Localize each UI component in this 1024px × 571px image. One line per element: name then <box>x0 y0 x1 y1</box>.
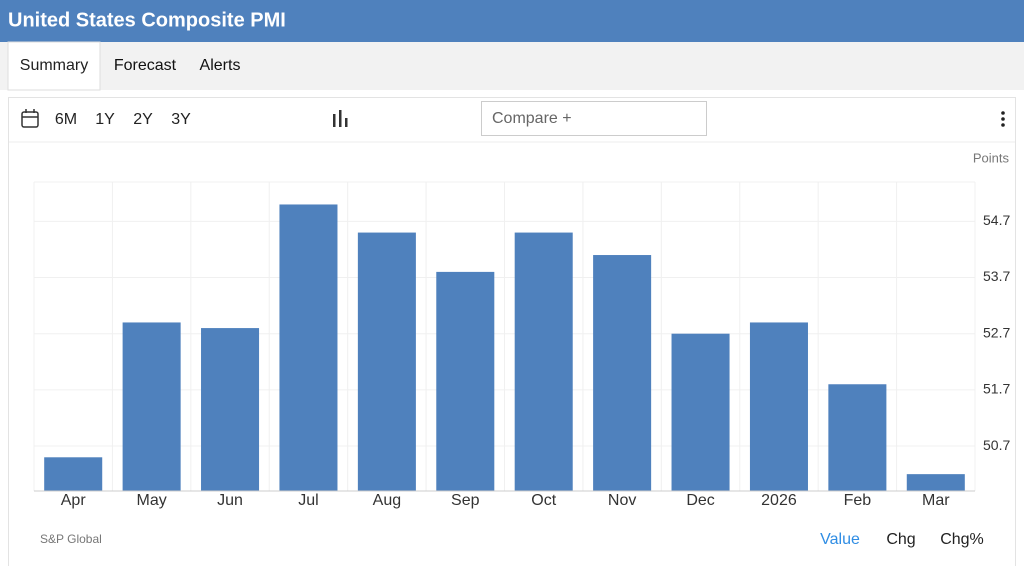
active-tab[interactable] <box>7 41 101 91</box>
y-axis-label: Points <box>973 150 1010 165</box>
range-button[interactable]: 3Y <box>171 111 191 128</box>
bar <box>906 474 965 491</box>
bar <box>201 328 260 491</box>
compare-input[interactable] <box>481 101 707 136</box>
tab-bar <box>0 42 1024 90</box>
y-tick-label: 52.7 <box>983 324 1010 340</box>
x-tick-label: Jun <box>217 492 243 509</box>
y-tick-label: 50.7 <box>983 437 1010 453</box>
bar <box>357 232 416 491</box>
x-tick-label: Feb <box>844 492 872 509</box>
bar <box>44 457 103 491</box>
bar <box>122 322 181 491</box>
tab[interactable]: Forecast <box>114 57 177 74</box>
x-tick-label: May <box>137 492 167 509</box>
x-tick-label: Oct <box>531 492 556 509</box>
tab[interactable]: Summary <box>20 57 88 74</box>
calendar-icon[interactable] <box>21 109 39 128</box>
bar <box>514 232 573 491</box>
bar <box>671 333 730 491</box>
x-tick-label: Jul <box>298 492 318 509</box>
x-tick-label: Mar <box>922 492 950 509</box>
view-button[interactable]: Chg <box>886 531 915 548</box>
compare-placeholder[interactable]: Compare + <box>492 110 572 127</box>
bar <box>436 271 495 491</box>
x-tick-label: Dec <box>686 492 714 509</box>
bar <box>749 322 808 491</box>
chart-type-icon[interactable] <box>333 110 348 127</box>
header-bar <box>0 0 1024 42</box>
page-title: United States Composite PMI <box>8 9 286 31</box>
x-tick-label: 2026 <box>761 492 797 509</box>
view-button[interactable]: Chg% <box>940 531 984 548</box>
y-tick-label: 53.7 <box>983 268 1010 284</box>
menu-icon[interactable] <box>1001 111 1005 127</box>
source: S&P Global <box>40 532 102 546</box>
bar <box>593 255 652 491</box>
range-button[interactable]: 1Y <box>95 111 115 128</box>
bar <box>279 204 338 492</box>
range-button[interactable]: 2Y <box>133 111 153 128</box>
y-tick-label: 54.7 <box>983 212 1010 228</box>
x-tick-label: Nov <box>608 492 636 509</box>
range-button[interactable]: 6M <box>55 111 77 128</box>
y-tick-label: 51.7 <box>983 381 1010 397</box>
view-button[interactable]: Value <box>820 531 860 548</box>
x-tick-label: Apr <box>61 492 87 509</box>
tab[interactable]: Alerts <box>200 57 241 74</box>
x-tick-label: Aug <box>373 492 401 509</box>
x-tick-label: Sep <box>451 492 480 509</box>
bar <box>828 384 887 491</box>
